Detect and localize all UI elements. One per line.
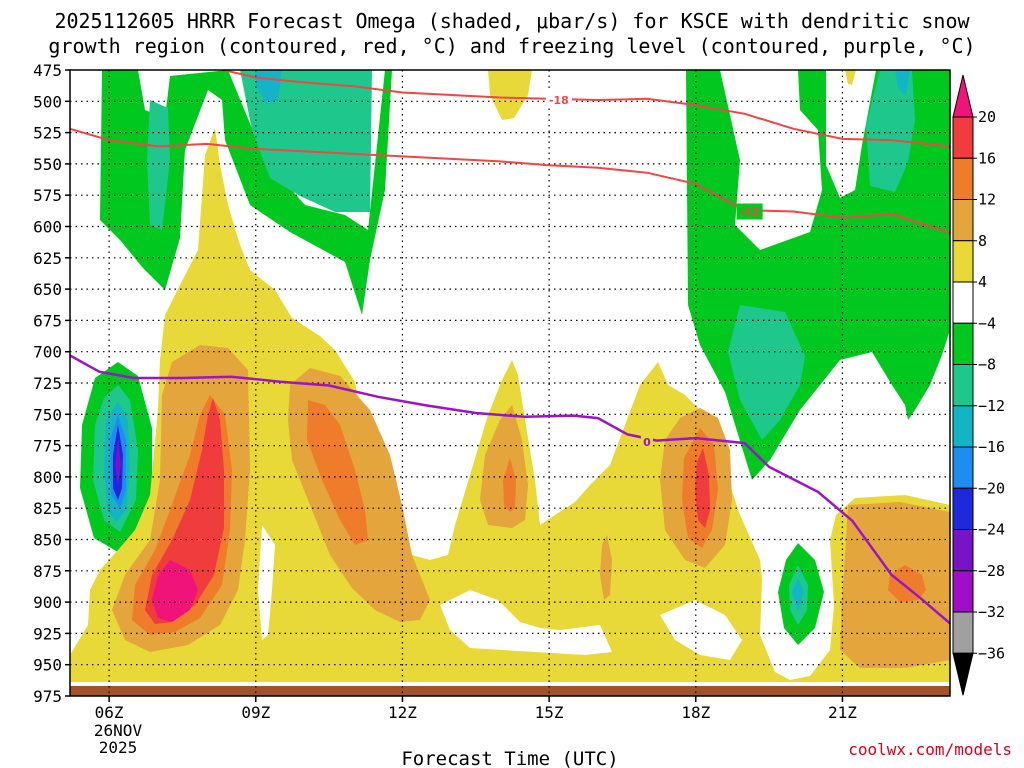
- colorbar-label: 12: [978, 191, 996, 209]
- y-tick-label: 550: [33, 155, 62, 174]
- colorbar-label: −32: [978, 603, 1005, 621]
- colorbar-segment: [952, 240, 974, 283]
- omega-pos4-upper-right-bump: [845, 70, 856, 85]
- y-tick-label: 900: [33, 593, 62, 612]
- y-tick-label: 825: [33, 499, 62, 518]
- x-axis-title: Forecast Time (UTC): [401, 748, 618, 768]
- colorbar-label: −20: [978, 479, 1005, 497]
- colorbar-label: −24: [978, 521, 1005, 539]
- colorbar-segment: [952, 529, 974, 572]
- omega-pos4-yellow-field: [70, 128, 950, 682]
- omega-pos8-mid: [480, 405, 528, 528]
- y-tick-label: 950: [33, 656, 62, 675]
- x-tick-label: 18Z: [681, 703, 710, 722]
- dgz-minus18-label-text: -18: [549, 94, 569, 107]
- omega-neg24-left-cell: [115, 440, 121, 484]
- omega-neg12-lower-right-cell: [792, 578, 804, 612]
- y-tick-label: 750: [33, 405, 62, 424]
- y-tick-label: 725: [33, 374, 62, 393]
- colorbar: 20 16 12 8 4 −4 −8 −12 −16 −20 −24 −28 −32 −36: [952, 74, 1005, 696]
- colorbar-label: 20: [978, 108, 996, 126]
- chart-title-line1: 2025112605 HRRR Forecast Omega (shaded, …: [54, 9, 970, 33]
- y-tick-label: 925: [33, 624, 62, 643]
- colorbar-segment: [952, 281, 974, 324]
- y-tick-label: 775: [33, 437, 62, 456]
- colorbar-segment: [952, 611, 974, 654]
- y-axis: 475 500 525 550 575 600 625 650 675 700 725 750 775 8…: [33, 61, 70, 706]
- colorbar-label: −28: [978, 562, 1005, 580]
- freezing-level-label: 0: [640, 433, 653, 450]
- plot-area: -18 -12 0: [70, 70, 950, 696]
- ground-surface: [70, 686, 950, 696]
- colorbar-segment: [952, 487, 974, 530]
- colorbar-label: 16: [978, 149, 996, 167]
- x-axis: 06Z 09Z 12Z 15Z 18Z 21Z: [95, 696, 857, 722]
- colorbar-label: −4: [978, 314, 996, 332]
- colorbar-label: 8: [978, 232, 987, 250]
- y-tick-label: 975: [33, 687, 62, 706]
- credit-text: coolwx.com/models: [848, 740, 1012, 759]
- x-tick-label: 09Z: [241, 703, 270, 722]
- colorbar-label: −16: [978, 438, 1005, 456]
- colorbar-bottom-arrow: [952, 652, 974, 696]
- omega-neg8-upper-mid: [240, 70, 372, 212]
- y-tick-label: 675: [33, 311, 62, 330]
- colorbar-label: −8: [978, 356, 996, 374]
- x-tick-label: 12Z: [388, 703, 417, 722]
- dgz-minus18-contour: [218, 70, 950, 148]
- x-tick-label: 06Z: [95, 703, 124, 722]
- x-tick-label: 21Z: [828, 703, 857, 722]
- y-tick-label: 875: [33, 562, 62, 581]
- chart-title-line2: growth region (contoured, red, °C) and f…: [48, 34, 975, 58]
- y-tick-label: 850: [33, 531, 62, 550]
- y-tick-label: 625: [33, 249, 62, 268]
- colorbar-top-arrow: [952, 74, 974, 118]
- date-label-day: 26NOV: [94, 721, 143, 740]
- date-label-year: 2025: [99, 738, 138, 757]
- omega-neg8-right-mid: [728, 305, 805, 440]
- freezing-level-contour: [70, 354, 950, 625]
- y-tick-label: 525: [33, 124, 62, 143]
- colorbar-segment: [952, 446, 974, 489]
- y-tick-label: 575: [33, 186, 62, 205]
- colorbar-segment: [952, 405, 974, 448]
- y-tick-label: 800: [33, 468, 62, 487]
- omega-shading: [70, 70, 950, 682]
- y-tick-label: 700: [33, 343, 62, 362]
- omega-neg8-right-upper: [866, 70, 915, 192]
- dgz-minus12-label: -12: [736, 203, 763, 220]
- omega-pos16-right: [695, 448, 710, 528]
- colorbar-label: 4: [978, 273, 987, 291]
- omega-pos12-right: [682, 428, 926, 602]
- omega-pos20-left: [152, 560, 198, 622]
- y-tick-label: 650: [33, 280, 62, 299]
- y-tick-label: 600: [33, 218, 62, 237]
- dgz-minus12-label-text: -12: [740, 206, 760, 219]
- x-tick-label: 15Z: [535, 703, 564, 722]
- colorbar-label: −12: [978, 397, 1005, 415]
- omega-neg12-right-top: [895, 70, 910, 96]
- grid-lines: [70, 70, 950, 696]
- y-tick-label: 500: [33, 92, 62, 111]
- omega-pos12-mid: [503, 458, 516, 512]
- dgz-minus18-label: -18: [545, 92, 572, 108]
- freezing-level-label-text: 0: [643, 436, 651, 449]
- colorbar-segment: [952, 116, 974, 159]
- colorbar-segment: [952, 570, 974, 613]
- colorbar-segment: [952, 157, 974, 200]
- y-tick-label: 475: [33, 61, 62, 80]
- colorbar-label: −36: [978, 644, 1005, 662]
- colorbar-segment: [952, 322, 974, 365]
- omega-pos4-upper-bump: [488, 70, 532, 120]
- dgz-minus12-contour: [70, 127, 950, 234]
- colorbar-segment: [952, 364, 974, 407]
- colorbar-segment: [952, 199, 974, 242]
- omega-neg4-upper-left: [100, 70, 392, 315]
